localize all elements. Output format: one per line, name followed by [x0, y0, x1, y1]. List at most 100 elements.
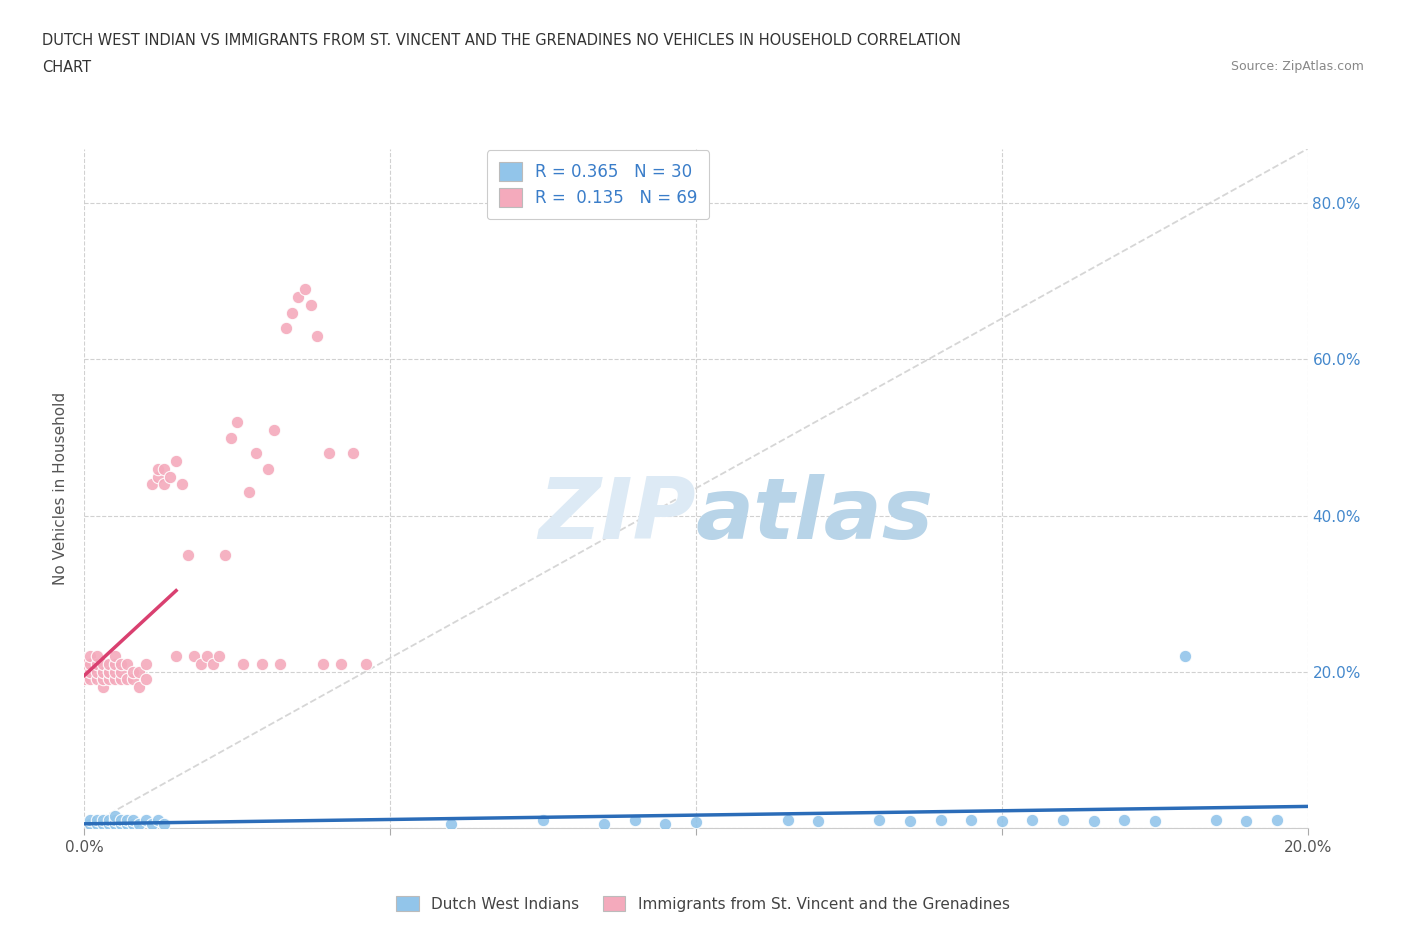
Point	[960, 813, 983, 828]
Point	[104, 672, 127, 687]
Point	[115, 813, 138, 828]
Point	[104, 657, 127, 671]
Point	[91, 813, 114, 828]
Point	[122, 664, 145, 679]
Point	[807, 814, 830, 829]
Point	[146, 469, 169, 484]
Point	[685, 815, 707, 830]
Point	[257, 461, 280, 476]
Point	[208, 648, 231, 663]
Point	[122, 813, 145, 828]
Legend: R = 0.365   N = 30, R =  0.135   N = 69: R = 0.365 N = 30, R = 0.135 N = 69	[486, 151, 709, 219]
Point	[312, 657, 335, 671]
Point	[1265, 813, 1288, 828]
Point	[110, 664, 132, 679]
Point	[440, 817, 463, 831]
Point	[593, 817, 616, 831]
Point	[86, 657, 108, 671]
Point	[330, 657, 353, 671]
Point	[104, 648, 127, 663]
Point	[115, 817, 138, 831]
Point	[115, 657, 138, 671]
Point	[153, 477, 176, 492]
Point	[146, 813, 169, 828]
Point	[624, 813, 647, 828]
Point	[776, 813, 799, 828]
Point	[128, 680, 150, 695]
Point	[305, 328, 328, 343]
Point	[232, 657, 254, 671]
Y-axis label: No Vehicles in Household: No Vehicles in Household	[53, 392, 69, 585]
Point	[177, 547, 200, 562]
Point	[146, 461, 169, 476]
Point	[110, 657, 132, 671]
Point	[97, 813, 120, 828]
Point	[159, 469, 181, 484]
Point	[135, 672, 157, 687]
Text: atlas: atlas	[696, 474, 934, 557]
Point	[86, 672, 108, 687]
Point	[287, 289, 309, 304]
Point	[165, 648, 187, 663]
Point	[281, 305, 304, 320]
Point	[97, 657, 120, 671]
Point	[79, 657, 101, 671]
Point	[91, 657, 114, 671]
Point	[104, 808, 127, 823]
Point	[97, 817, 120, 831]
Point	[214, 547, 236, 562]
Point	[86, 813, 108, 828]
Text: CHART: CHART	[42, 60, 91, 75]
Point	[73, 672, 96, 687]
Point	[122, 672, 145, 687]
Point	[91, 672, 114, 687]
Point	[201, 657, 224, 671]
Point	[276, 321, 298, 336]
Point	[1083, 814, 1105, 829]
Point	[245, 445, 267, 460]
Point	[86, 817, 108, 831]
Point	[79, 817, 101, 831]
Point	[79, 813, 101, 828]
Point	[135, 813, 157, 828]
Point	[1114, 813, 1136, 828]
Point	[354, 657, 377, 671]
Point	[128, 664, 150, 679]
Point	[135, 657, 157, 671]
Point	[79, 672, 101, 687]
Point	[141, 477, 163, 492]
Text: DUTCH WEST INDIAN VS IMMIGRANTS FROM ST. VINCENT AND THE GRENADINES NO VEHICLES : DUTCH WEST INDIAN VS IMMIGRANTS FROM ST.…	[42, 33, 962, 47]
Point	[104, 664, 127, 679]
Point	[110, 813, 132, 828]
Point	[153, 817, 176, 831]
Point	[91, 680, 114, 695]
Point	[115, 672, 138, 687]
Point	[654, 817, 676, 831]
Point	[1143, 814, 1166, 829]
Point	[86, 648, 108, 663]
Point	[110, 672, 132, 687]
Point	[1236, 814, 1258, 829]
Point	[165, 454, 187, 469]
Point	[104, 817, 127, 831]
Point	[104, 813, 127, 828]
Point	[250, 657, 273, 671]
Point	[929, 813, 952, 828]
Point	[122, 817, 145, 831]
Point	[73, 657, 96, 671]
Point	[1052, 813, 1074, 828]
Point	[195, 648, 218, 663]
Point	[79, 664, 101, 679]
Point	[269, 657, 291, 671]
Point	[531, 813, 554, 828]
Point	[238, 485, 260, 499]
Point	[153, 461, 176, 476]
Point	[91, 817, 114, 831]
Text: Source: ZipAtlas.com: Source: ZipAtlas.com	[1230, 60, 1364, 73]
Point	[190, 657, 212, 671]
Point	[97, 672, 120, 687]
Point	[318, 445, 340, 460]
Point	[97, 664, 120, 679]
Point	[263, 422, 285, 437]
Point	[141, 817, 163, 831]
